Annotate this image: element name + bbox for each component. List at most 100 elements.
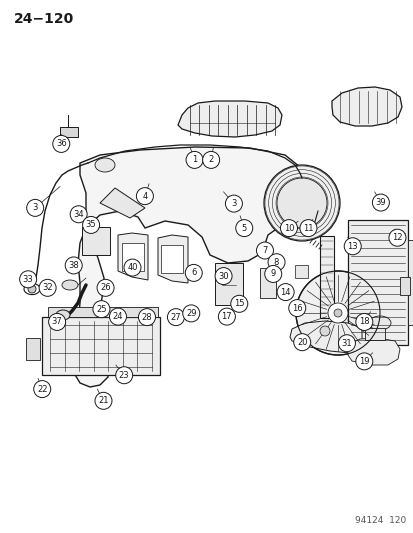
Circle shape	[19, 271, 37, 288]
FancyBboxPatch shape	[319, 236, 333, 318]
Circle shape	[264, 265, 281, 282]
FancyBboxPatch shape	[214, 263, 242, 305]
Text: 10: 10	[283, 224, 294, 232]
Ellipse shape	[56, 310, 70, 320]
Circle shape	[82, 216, 100, 233]
Circle shape	[256, 242, 273, 259]
Circle shape	[28, 285, 36, 293]
Text: 94124  120: 94124 120	[354, 516, 405, 525]
Text: 36: 36	[56, 140, 66, 148]
Text: 33: 33	[23, 275, 33, 284]
Circle shape	[52, 135, 70, 152]
Circle shape	[299, 220, 316, 237]
Circle shape	[230, 295, 247, 312]
Circle shape	[295, 271, 379, 355]
Circle shape	[26, 199, 44, 216]
Circle shape	[371, 194, 389, 211]
Circle shape	[235, 220, 252, 237]
Polygon shape	[72, 147, 307, 387]
Circle shape	[136, 188, 153, 205]
Circle shape	[280, 220, 297, 237]
Text: 7: 7	[262, 246, 267, 255]
Circle shape	[388, 229, 405, 246]
Text: 23: 23	[119, 371, 129, 379]
Text: 32: 32	[42, 284, 53, 292]
Circle shape	[225, 195, 242, 212]
Circle shape	[327, 303, 347, 323]
Polygon shape	[178, 101, 281, 137]
Circle shape	[343, 238, 361, 255]
Text: 13: 13	[347, 242, 357, 251]
Circle shape	[202, 151, 219, 168]
Text: 19: 19	[358, 357, 369, 366]
Text: 39: 39	[375, 198, 385, 207]
Circle shape	[109, 308, 126, 325]
Polygon shape	[289, 321, 361, 353]
Circle shape	[218, 308, 235, 325]
FancyBboxPatch shape	[60, 127, 78, 137]
Text: 9: 9	[270, 270, 275, 278]
Circle shape	[355, 353, 372, 370]
FancyBboxPatch shape	[161, 245, 183, 273]
Circle shape	[214, 268, 232, 285]
Text: 40: 40	[127, 263, 138, 272]
Text: 3: 3	[231, 199, 236, 208]
Circle shape	[263, 165, 339, 241]
Circle shape	[185, 151, 203, 168]
Text: 1: 1	[192, 156, 197, 164]
Text: 16: 16	[291, 304, 302, 312]
Circle shape	[33, 381, 51, 398]
Circle shape	[276, 284, 294, 301]
Text: 38: 38	[68, 261, 79, 270]
Circle shape	[115, 367, 133, 384]
Text: 27: 27	[170, 313, 181, 321]
Ellipse shape	[368, 316, 390, 330]
Text: 18: 18	[358, 318, 369, 326]
Circle shape	[138, 309, 155, 326]
FancyBboxPatch shape	[407, 240, 413, 325]
Circle shape	[48, 313, 66, 330]
Text: 37: 37	[52, 318, 62, 326]
FancyBboxPatch shape	[347, 220, 407, 345]
Text: 21: 21	[98, 397, 109, 405]
Circle shape	[333, 309, 341, 317]
Polygon shape	[100, 188, 145, 218]
Text: 25: 25	[96, 305, 107, 313]
Polygon shape	[118, 233, 147, 280]
Circle shape	[93, 301, 110, 318]
Ellipse shape	[62, 280, 78, 290]
Circle shape	[167, 309, 184, 326]
Circle shape	[337, 335, 355, 352]
FancyBboxPatch shape	[399, 277, 409, 295]
Text: 26: 26	[100, 284, 111, 292]
Ellipse shape	[95, 158, 115, 172]
Text: 8: 8	[273, 258, 278, 266]
Text: 31: 31	[341, 339, 351, 348]
FancyBboxPatch shape	[48, 307, 158, 317]
Polygon shape	[331, 87, 401, 126]
Polygon shape	[158, 235, 188, 283]
Circle shape	[319, 326, 329, 336]
Circle shape	[97, 279, 114, 296]
Text: 34: 34	[73, 210, 84, 219]
Text: 11: 11	[302, 224, 313, 232]
Text: 22: 22	[37, 385, 47, 393]
Text: 35: 35	[85, 221, 96, 229]
Text: 28: 28	[141, 313, 152, 321]
Circle shape	[267, 254, 285, 271]
Circle shape	[355, 313, 372, 330]
FancyBboxPatch shape	[26, 338, 40, 360]
FancyBboxPatch shape	[294, 265, 307, 278]
Circle shape	[39, 279, 56, 296]
Text: 3: 3	[33, 204, 38, 212]
FancyBboxPatch shape	[42, 317, 159, 375]
Text: 5: 5	[241, 224, 246, 232]
FancyBboxPatch shape	[122, 243, 144, 271]
Text: 17: 17	[221, 312, 232, 321]
Circle shape	[65, 257, 82, 274]
Circle shape	[70, 206, 87, 223]
FancyBboxPatch shape	[364, 328, 384, 340]
Circle shape	[185, 264, 202, 281]
FancyBboxPatch shape	[82, 227, 110, 255]
Text: 12: 12	[391, 233, 402, 242]
